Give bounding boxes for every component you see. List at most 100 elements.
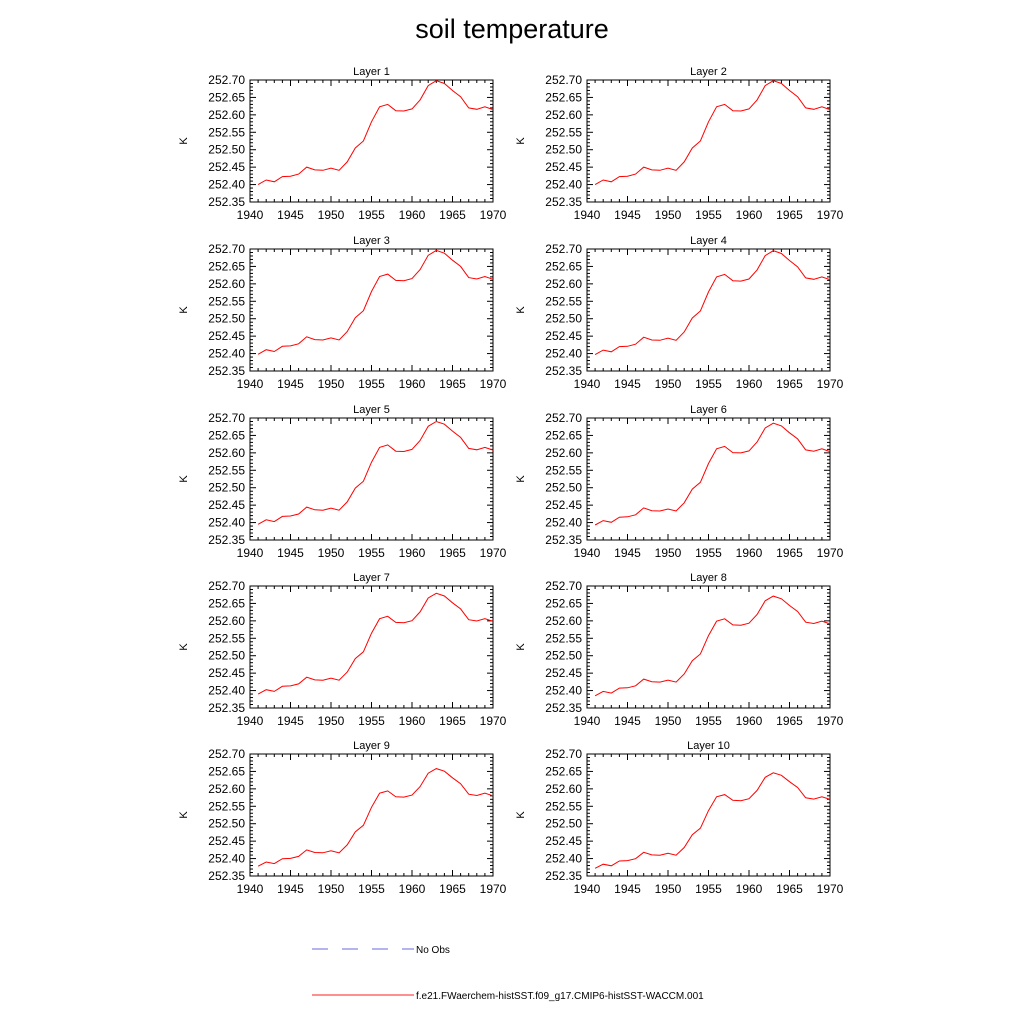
x-tick-label: 1965 bbox=[439, 546, 466, 560]
y-axis-label: K bbox=[515, 643, 527, 651]
x-tick-label: 1940 bbox=[574, 546, 601, 560]
y-tick-label: 252.55 bbox=[545, 631, 582, 645]
plot-frame bbox=[249, 248, 494, 372]
y-tick-label: 252.70 bbox=[545, 411, 582, 425]
x-tick-label: 1965 bbox=[776, 208, 803, 222]
plot-frame bbox=[586, 79, 831, 203]
x-tick-label: 1940 bbox=[574, 882, 601, 896]
x-tick-label: 1965 bbox=[776, 882, 803, 896]
y-tick-label: 252.60 bbox=[545, 277, 582, 291]
y-tick-label: 252.35 bbox=[545, 364, 582, 378]
y-tick-label: 252.35 bbox=[545, 701, 582, 715]
y-tick-label: 252.70 bbox=[545, 73, 582, 87]
y-tick-label: 252.55 bbox=[208, 125, 245, 139]
y-tick-label: 252.45 bbox=[545, 160, 582, 174]
legend-model-label: f.e21.FWaerchem-histSST.f09_g17.CMIP6-hi… bbox=[416, 991, 704, 1002]
y-tick-label: 252.40 bbox=[208, 347, 245, 361]
y-tick-label: 252.45 bbox=[545, 498, 582, 512]
y-tick-label: 252.35 bbox=[208, 195, 245, 209]
panel-layer-5: Layer 5 K 252.35 252.40 252.45 252.50 252.55 25… bbox=[178, 404, 507, 560]
series-line bbox=[257, 249, 494, 355]
x-tick-label: 1955 bbox=[358, 882, 385, 896]
y-tick-label: 252.35 bbox=[208, 701, 245, 715]
x-tick-label: 1970 bbox=[817, 714, 844, 728]
y-tick-label: 252.60 bbox=[208, 446, 245, 460]
y-tick-label: 252.60 bbox=[208, 782, 245, 796]
y-tick-label: 252.60 bbox=[545, 614, 582, 628]
x-tick-label: 1945 bbox=[277, 208, 304, 222]
y-tick-label: 252.55 bbox=[208, 631, 245, 645]
y-tick-label: 252.70 bbox=[208, 747, 245, 761]
y-tick-label: 252.40 bbox=[208, 516, 245, 530]
x-tick-label: 1960 bbox=[399, 882, 426, 896]
plot-frame bbox=[586, 248, 831, 372]
y-tick-label: 252.40 bbox=[208, 684, 245, 698]
y-tick-label: 252.50 bbox=[545, 649, 582, 663]
y-tick-label: 252.40 bbox=[545, 178, 582, 192]
y-tick-label: 252.55 bbox=[545, 125, 582, 139]
x-tick-label: 1960 bbox=[736, 208, 763, 222]
x-tick-label: 1940 bbox=[574, 208, 601, 222]
x-tick-label: 1940 bbox=[237, 882, 264, 896]
x-tick-label: 1955 bbox=[695, 546, 722, 560]
x-tick-label: 1940 bbox=[237, 208, 264, 222]
legend-obs-label: No Obs bbox=[416, 945, 450, 956]
y-tick-label: 252.60 bbox=[208, 108, 245, 122]
x-tick-label: 1965 bbox=[439, 377, 466, 391]
y-tick-label: 252.60 bbox=[545, 782, 582, 796]
plot-frame bbox=[586, 753, 831, 877]
x-tick-label: 1960 bbox=[736, 377, 763, 391]
x-tick-label: 1960 bbox=[736, 714, 763, 728]
y-tick-label: 252.45 bbox=[208, 498, 245, 512]
y-tick-label: 252.40 bbox=[545, 852, 582, 866]
series-line bbox=[594, 772, 831, 869]
x-tick-label: 1965 bbox=[776, 377, 803, 391]
y-tick-label: 252.40 bbox=[208, 178, 245, 192]
y-tick-label: 252.65 bbox=[545, 259, 582, 273]
y-tick-label: 252.50 bbox=[208, 312, 245, 326]
y-tick-label: 252.50 bbox=[545, 312, 582, 326]
y-tick-label: 252.45 bbox=[545, 666, 582, 680]
y-tick-label: 252.35 bbox=[208, 533, 245, 547]
y-tick-label: 252.65 bbox=[208, 596, 245, 610]
y-tick-label: 252.35 bbox=[208, 869, 245, 883]
x-tick-label: 1960 bbox=[399, 377, 426, 391]
x-tick-label: 1950 bbox=[318, 546, 345, 560]
y-tick-label: 252.50 bbox=[208, 817, 245, 831]
x-tick-label: 1955 bbox=[695, 377, 722, 391]
x-tick-label: 1940 bbox=[237, 546, 264, 560]
x-tick-label: 1945 bbox=[277, 714, 304, 728]
y-tick-label: 252.45 bbox=[208, 160, 245, 174]
y-tick-label: 252.60 bbox=[545, 108, 582, 122]
y-tick-label: 252.45 bbox=[208, 329, 245, 343]
panel-title: Layer 2 bbox=[690, 66, 727, 78]
panel-title: Layer 9 bbox=[353, 740, 390, 752]
x-tick-label: 1950 bbox=[655, 546, 682, 560]
y-tick-label: 252.35 bbox=[208, 364, 245, 378]
x-tick-label: 1970 bbox=[480, 882, 507, 896]
x-tick-label: 1940 bbox=[574, 377, 601, 391]
x-tick-label: 1960 bbox=[736, 546, 763, 560]
y-tick-label: 252.65 bbox=[208, 764, 245, 778]
y-axis-label: K bbox=[178, 137, 190, 145]
panel-title: Layer 6 bbox=[690, 404, 727, 416]
panel-title: Layer 5 bbox=[353, 404, 390, 416]
x-tick-label: 1965 bbox=[439, 714, 466, 728]
y-tick-label: 252.45 bbox=[545, 329, 582, 343]
y-tick-label: 252.35 bbox=[545, 195, 582, 209]
panel-layer-7: Layer 7 K 252.35 252.40 252.45 252.50 252.55 25… bbox=[178, 572, 507, 728]
x-tick-label: 1945 bbox=[614, 882, 641, 896]
x-tick-label: 1960 bbox=[399, 546, 426, 560]
x-tick-label: 1970 bbox=[817, 377, 844, 391]
x-tick-label: 1955 bbox=[358, 546, 385, 560]
panel-title: Layer 10 bbox=[687, 740, 730, 752]
y-tick-label: 252.50 bbox=[545, 143, 582, 157]
x-tick-label: 1945 bbox=[277, 546, 304, 560]
y-tick-label: 252.55 bbox=[208, 799, 245, 813]
x-tick-label: 1965 bbox=[776, 546, 803, 560]
y-tick-label: 252.65 bbox=[208, 90, 245, 104]
panel-title: Layer 7 bbox=[353, 572, 390, 584]
y-tick-label: 252.55 bbox=[545, 799, 582, 813]
panel-title: Layer 4 bbox=[690, 235, 727, 247]
